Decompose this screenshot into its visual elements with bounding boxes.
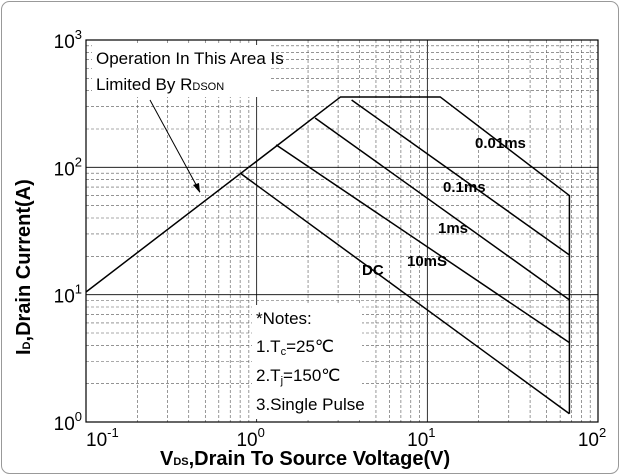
tick-label: 10 xyxy=(236,430,257,451)
tick-exponent: 0 xyxy=(258,425,265,440)
tick-exponent: 2 xyxy=(75,154,82,169)
tick-label: 10 xyxy=(54,287,75,308)
tick-exponent: 0 xyxy=(75,409,82,424)
y-axis-label: ID,Drain Current(A) xyxy=(13,179,35,355)
note-sub: j xyxy=(280,375,283,387)
series-label: 10mS xyxy=(407,253,447,270)
tick-label: 10 xyxy=(54,159,75,180)
tick-label: 10 xyxy=(54,32,75,53)
series-line xyxy=(351,99,570,256)
series-label: 0.1ms xyxy=(443,179,486,196)
series-line xyxy=(275,144,570,344)
notes-bg xyxy=(252,305,362,419)
note: 1.Tc=25℃ xyxy=(256,337,334,358)
tick-label: 103 xyxy=(54,27,82,53)
note-sub: c xyxy=(281,346,287,358)
tick-exponent: 1 xyxy=(75,282,82,297)
annotation-sub: DSON xyxy=(192,81,224,93)
note: 1.T xyxy=(256,337,281,356)
series-line xyxy=(240,173,570,415)
annotation: Limited By RDSON xyxy=(96,75,224,94)
tick-exponent: -1 xyxy=(107,425,119,440)
y-axis-label: ,Drain Current(A) xyxy=(13,179,35,341)
x-axis-label: ,Drain To Source Voltage(V) xyxy=(189,448,451,470)
series-line xyxy=(85,96,571,414)
tick-label: 102 xyxy=(578,425,606,451)
y-axis-label: I xyxy=(13,349,35,355)
series-label: 0.01ms xyxy=(475,135,526,152)
note: *Notes: xyxy=(256,309,312,328)
plot-border xyxy=(85,39,599,423)
series-label: 1ms xyxy=(438,220,468,237)
x-axis-label: VDS,Drain To Source Voltage(V) xyxy=(160,448,450,470)
annotation: Limited By R xyxy=(96,75,192,94)
x-axis-label-sub: DS xyxy=(173,456,188,468)
arrow-head xyxy=(193,183,200,193)
tick-label: 10 xyxy=(54,414,75,435)
note: 3.Single Pulse xyxy=(256,395,365,414)
tick-label: 101 xyxy=(407,425,435,451)
tick-label: 100 xyxy=(54,409,82,435)
note: 2.T xyxy=(256,366,281,385)
y-axis-label-sub: D xyxy=(21,341,33,349)
note: 2.Tj=150℃ xyxy=(256,366,340,387)
x-axis-label: V xyxy=(160,448,174,470)
tick-label: 10 xyxy=(578,430,599,451)
grid xyxy=(85,39,599,423)
tick-exponent: 1 xyxy=(428,425,435,440)
annotation: Operation In This Area Is xyxy=(96,49,284,68)
note: =25℃ xyxy=(286,337,334,356)
tick-label: 101 xyxy=(54,282,82,308)
annotation-bg xyxy=(92,45,270,97)
tick-label: 10 xyxy=(407,430,428,451)
series-line xyxy=(314,117,570,301)
tick-label: 102 xyxy=(54,154,82,180)
note: =150℃ xyxy=(283,366,340,385)
tick-label: 10 xyxy=(86,430,107,451)
annotation-arrow xyxy=(149,99,201,193)
tick-label: 10-1 xyxy=(86,425,119,451)
series-label: DC xyxy=(362,262,384,279)
tick-exponent: 2 xyxy=(599,425,606,440)
tick-label: 100 xyxy=(236,425,264,451)
series xyxy=(85,96,571,415)
tick-exponent: 3 xyxy=(75,27,82,42)
